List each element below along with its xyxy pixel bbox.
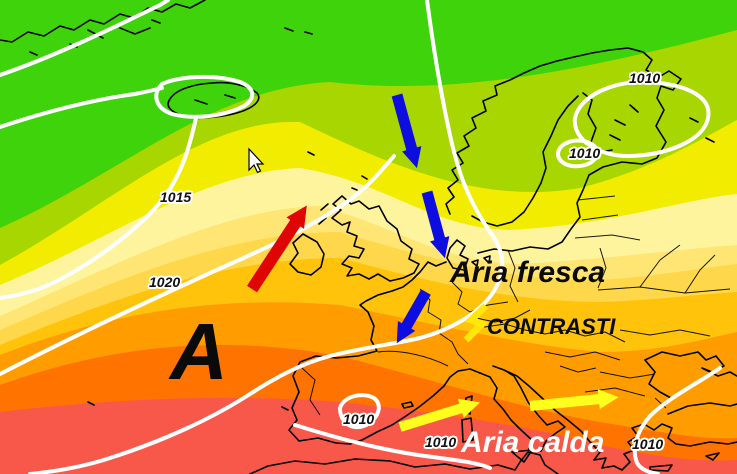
pressure-label-1010-baltic: 1010 — [569, 145, 601, 161]
warm-air-arrow-west-med — [398, 398, 480, 432]
cold-air-arrow-central — [421, 190, 450, 259]
cold-air-arrow-france — [396, 289, 431, 344]
warm-ridge-arrow-atlantic — [246, 205, 307, 293]
contrasts-annotation: CONTRASTI — [487, 314, 616, 339]
warm-air-annotation: Aria calda — [461, 426, 605, 459]
mouse-cursor-icon — [248, 147, 265, 174]
pressure-label-1020: 1020 — [149, 274, 181, 290]
pressure-label-1010-tyrrhenian: 1010 — [425, 434, 457, 450]
pressure-label-1010-greece: 1010 — [632, 436, 664, 452]
country-borders — [301, 195, 731, 416]
cold-air-arrow-north — [391, 93, 422, 169]
pressure-label-1015: 1015 — [160, 189, 192, 205]
warm-air-arrow-east-med — [529, 389, 619, 411]
pressure-label-1010-spain: 1010 — [343, 411, 375, 427]
pressure-label-1010-scandinavia: 1010 — [629, 70, 661, 86]
lightning-icon — [463, 303, 489, 343]
high-pressure-symbol: A — [170, 307, 228, 396]
air-flow-arrows — [246, 93, 619, 432]
isobars — [0, 0, 722, 474]
fresh-air-annotation: Aria fresca — [450, 256, 606, 289]
